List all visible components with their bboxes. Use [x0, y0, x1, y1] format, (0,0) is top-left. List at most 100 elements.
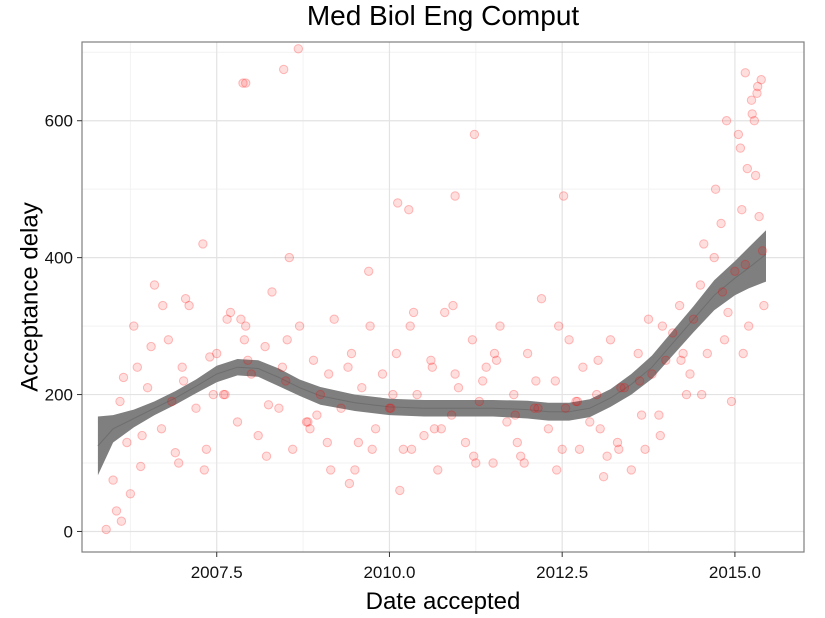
data-point	[174, 458, 184, 468]
data-point	[602, 451, 612, 461]
data-point	[554, 321, 564, 331]
data-point	[429, 424, 440, 434]
data-point	[533, 403, 543, 413]
data-point	[167, 396, 177, 407]
data-point	[386, 403, 396, 413]
data-point	[146, 341, 156, 352]
data-point	[564, 335, 574, 345]
data-point	[489, 348, 500, 359]
data-point	[281, 376, 291, 386]
data-point	[136, 461, 146, 472]
data-point	[730, 266, 740, 276]
data-point	[177, 362, 187, 372]
data-point	[531, 376, 541, 386]
data-point	[178, 376, 189, 386]
data-point	[516, 451, 526, 461]
data-point	[529, 403, 540, 413]
data-point	[616, 383, 626, 393]
data-point	[274, 403, 284, 413]
data-point	[676, 355, 686, 365]
data-point	[158, 300, 168, 311]
data-point	[326, 465, 336, 475]
data-point	[212, 348, 222, 359]
data-point	[344, 478, 355, 489]
y-tick-label: 0	[64, 522, 73, 541]
data-point	[305, 424, 315, 434]
y-tick-label: 400	[45, 249, 73, 268]
y-tick-label: 200	[45, 386, 73, 405]
data-point	[284, 252, 294, 263]
x-tick-label: 2007.5	[191, 563, 243, 582]
data-point	[655, 430, 665, 441]
data-point	[440, 307, 450, 318]
data-point	[163, 335, 174, 345]
data-point	[738, 348, 748, 359]
data-point	[752, 88, 762, 99]
data-point	[395, 485, 405, 496]
data-point	[626, 465, 636, 475]
data-point	[636, 410, 647, 420]
data-point	[757, 246, 768, 256]
data-point	[717, 287, 728, 297]
data-point	[593, 355, 603, 365]
data-point	[448, 300, 458, 311]
data-point	[488, 458, 498, 468]
data-point	[398, 444, 408, 454]
data-point	[478, 376, 488, 386]
data-point	[552, 465, 562, 475]
y-axis-title: Acceptance delay	[16, 202, 43, 391]
data-point	[668, 328, 678, 338]
data-point	[288, 444, 298, 454]
data-point	[241, 78, 251, 88]
data-point	[481, 362, 491, 372]
data-point	[406, 444, 417, 454]
y-tick-label: 600	[45, 112, 73, 131]
data-point	[303, 417, 313, 427]
data-point	[491, 355, 502, 365]
data-point	[747, 109, 757, 119]
data-point	[574, 444, 585, 454]
data-point	[263, 400, 274, 410]
data-point	[571, 396, 581, 407]
data-point	[543, 424, 554, 434]
data-point	[253, 430, 263, 441]
data-point	[149, 280, 160, 290]
data-point	[294, 321, 305, 331]
chart-title: Med Biol Eng Comput	[307, 0, 580, 31]
x-tick-label: 2012.5	[536, 563, 588, 582]
data-point	[142, 383, 153, 393]
data-point	[578, 362, 588, 372]
data-point	[723, 307, 733, 318]
data-point	[657, 321, 668, 331]
data-point	[585, 417, 595, 427]
data-point	[137, 430, 147, 441]
data-point	[654, 410, 664, 420]
data-point	[634, 376, 645, 386]
data-point	[267, 287, 277, 297]
data-point	[384, 403, 395, 413]
data-point	[353, 437, 364, 448]
data-point	[446, 410, 457, 420]
data-point	[236, 314, 246, 324]
data-point	[218, 389, 229, 400]
data-point	[709, 252, 719, 263]
data-point	[315, 389, 326, 400]
data-point	[699, 239, 709, 249]
data-point	[469, 451, 479, 461]
data-point	[129, 321, 139, 331]
data-point	[510, 410, 520, 420]
data-point	[509, 389, 519, 400]
data-point	[436, 424, 446, 434]
data-point	[450, 369, 460, 379]
data-point	[710, 184, 721, 194]
data-point	[336, 403, 346, 413]
data-point	[754, 211, 764, 222]
data-point	[260, 341, 270, 352]
data-point	[697, 389, 707, 400]
data-point	[560, 403, 571, 413]
data-point	[471, 458, 481, 468]
data-point	[343, 362, 353, 372]
data-point	[749, 116, 759, 126]
data-point	[453, 383, 464, 393]
